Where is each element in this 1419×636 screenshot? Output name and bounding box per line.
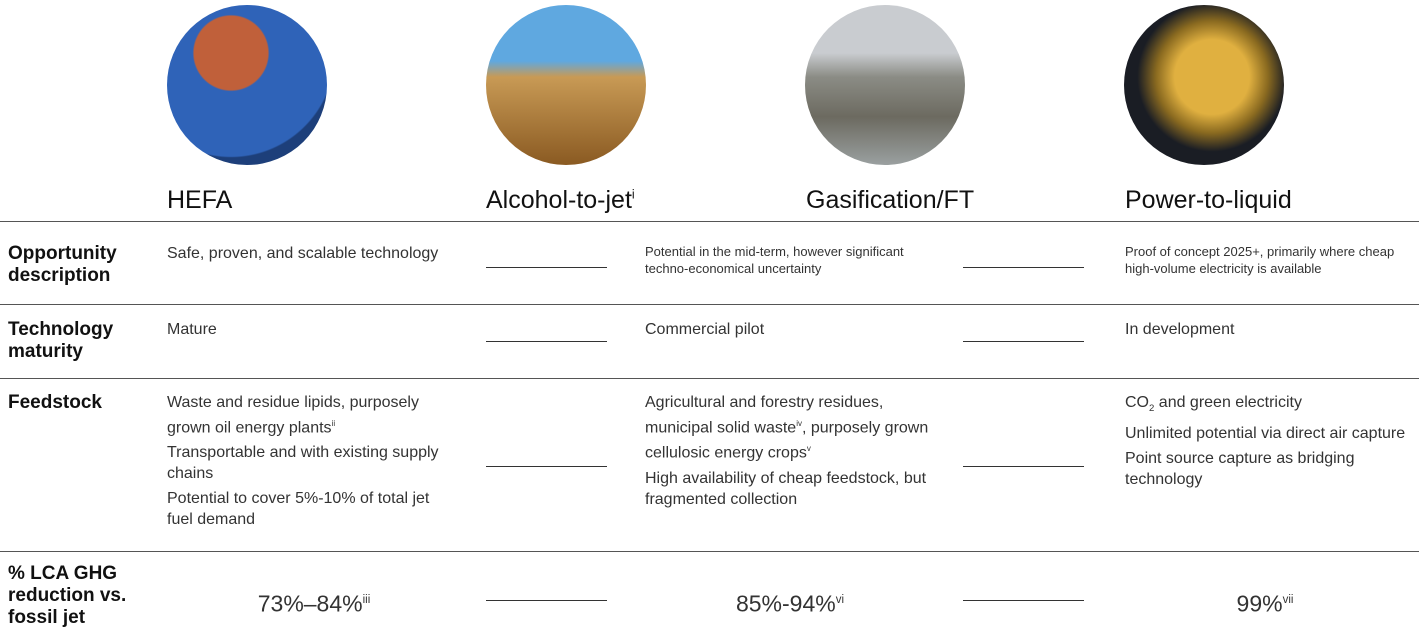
dash	[963, 466, 1084, 467]
text: Safe, proven, and scalable technology	[167, 245, 439, 262]
column-header: Gasification/FT	[806, 186, 974, 215]
column-name: Alcohol-to-jet	[486, 186, 632, 214]
cell-item: 73%–84%iii	[164, 590, 464, 615]
footnote-ref: v	[806, 444, 811, 454]
dash	[963, 267, 1084, 268]
text: 73%–84%	[257, 590, 363, 617]
row-divider	[0, 221, 1419, 222]
text: In development	[1125, 321, 1235, 338]
text: Commercial pilot	[645, 321, 765, 338]
cell-item: Point source capture as bridging technol…	[1125, 448, 1410, 490]
row-label: Technology maturity	[8, 319, 114, 362]
text: CO	[1125, 394, 1149, 411]
cell-item: Potential to cover 5%-10% of total jet f…	[167, 488, 447, 530]
cell: Proof of concept 2025+, primarily where …	[1125, 243, 1410, 281]
cell: Potential in the mid-term, however signi…	[645, 243, 935, 281]
cell: Commercial pilot	[645, 319, 935, 344]
hefa-image	[167, 5, 327, 165]
cell: Mature	[167, 319, 447, 344]
text: High availability of cheap feedstock, bu…	[645, 469, 927, 508]
cell-item: Proof of concept 2025+, primarily where …	[1125, 243, 1410, 277]
row-label: % LCA GHG reduction vs. fossil jet	[8, 563, 127, 628]
text: and green electricity	[1154, 394, 1302, 411]
cell-item: 85%-94%vi	[640, 590, 940, 615]
dash	[486, 466, 607, 467]
row-label: Opportunity description	[8, 243, 117, 286]
row-divider	[0, 378, 1419, 379]
cell-item: Unlimited potential via direct air captu…	[1125, 423, 1410, 444]
alcohol-image	[486, 5, 646, 165]
footnote-ref: iii	[362, 594, 371, 606]
text: , purposely grown cellulosic energy crop…	[645, 419, 929, 462]
column-header: HEFA	[167, 186, 232, 215]
cell: Safe, proven, and scalable technology	[167, 243, 447, 268]
cell: In development	[1125, 319, 1410, 344]
subscript: 2	[1149, 403, 1155, 415]
cell-item: Mature	[167, 319, 447, 340]
cell-item: CO2 and green electricity	[1125, 392, 1410, 419]
column-header: Alcohol-to-jeti	[486, 186, 635, 215]
text: Agricultural and forestry residues, muni…	[645, 394, 884, 437]
text: Proof of concept 2025+, primarily where …	[1125, 244, 1395, 276]
column-name: HEFA	[167, 186, 233, 214]
column-header: Power-to-liquid	[1125, 186, 1292, 215]
text: Mature	[167, 321, 217, 338]
cell-item: Commercial pilot	[645, 319, 935, 340]
gasification-image	[805, 5, 965, 165]
text: Unlimited potential via direct air captu…	[1125, 425, 1406, 443]
text: Transportable and with existing supply c…	[167, 444, 439, 483]
cell: 85%-94%vi	[640, 590, 940, 619]
cell-item: Waste and residue lipids, purposely grow…	[167, 392, 447, 438]
dash	[486, 341, 607, 342]
text: 99%	[1236, 590, 1283, 617]
cell-item: High availability of cheap feedstock, bu…	[645, 468, 935, 510]
text: Waste and residue lipids, purposely grow…	[167, 394, 419, 437]
dash	[486, 267, 607, 268]
dash	[486, 600, 607, 601]
cell-item: Potential in the mid-term, however signi…	[645, 243, 935, 277]
cell: 99%vii	[1115, 590, 1415, 619]
dash	[963, 600, 1084, 601]
cell-item: Safe, proven, and scalable technology	[167, 243, 447, 264]
footnote-ref: i	[631, 187, 635, 202]
footnote-ref: vii	[1282, 594, 1294, 606]
power-image	[1124, 5, 1284, 165]
text: 85%-94%	[735, 590, 836, 617]
cell-item: 99%vii	[1115, 590, 1415, 615]
cell: CO2 and green electricity Unlimited poten…	[1125, 392, 1410, 494]
footnote-ref: vi	[835, 594, 845, 606]
text: Potential to cover 5%-10% of total jet f…	[167, 490, 430, 529]
footnote-ref: iv	[796, 419, 802, 428]
cell: Agricultural and forestry residues, muni…	[645, 392, 935, 514]
cell: 73%–84%iii	[164, 590, 464, 619]
row-divider	[0, 304, 1419, 305]
text: Point source capture as bridging technol…	[1125, 450, 1355, 489]
cell-item: Agricultural and forestry residues, muni…	[645, 392, 935, 464]
dash	[963, 341, 1084, 342]
cell-item: In development	[1125, 319, 1410, 340]
footnote-ref: ii	[331, 419, 336, 428]
text: Potential in the mid-term, however signi…	[645, 244, 904, 276]
cell: Waste and residue lipids, purposely grow…	[167, 392, 447, 534]
row-divider	[0, 551, 1419, 552]
column-name: Gasification/FT	[806, 186, 975, 214]
column-name: Power-to-liquid	[1125, 186, 1292, 214]
cell-item: Transportable and with existing supply c…	[167, 442, 447, 484]
row-label: Feedstock	[8, 392, 102, 413]
